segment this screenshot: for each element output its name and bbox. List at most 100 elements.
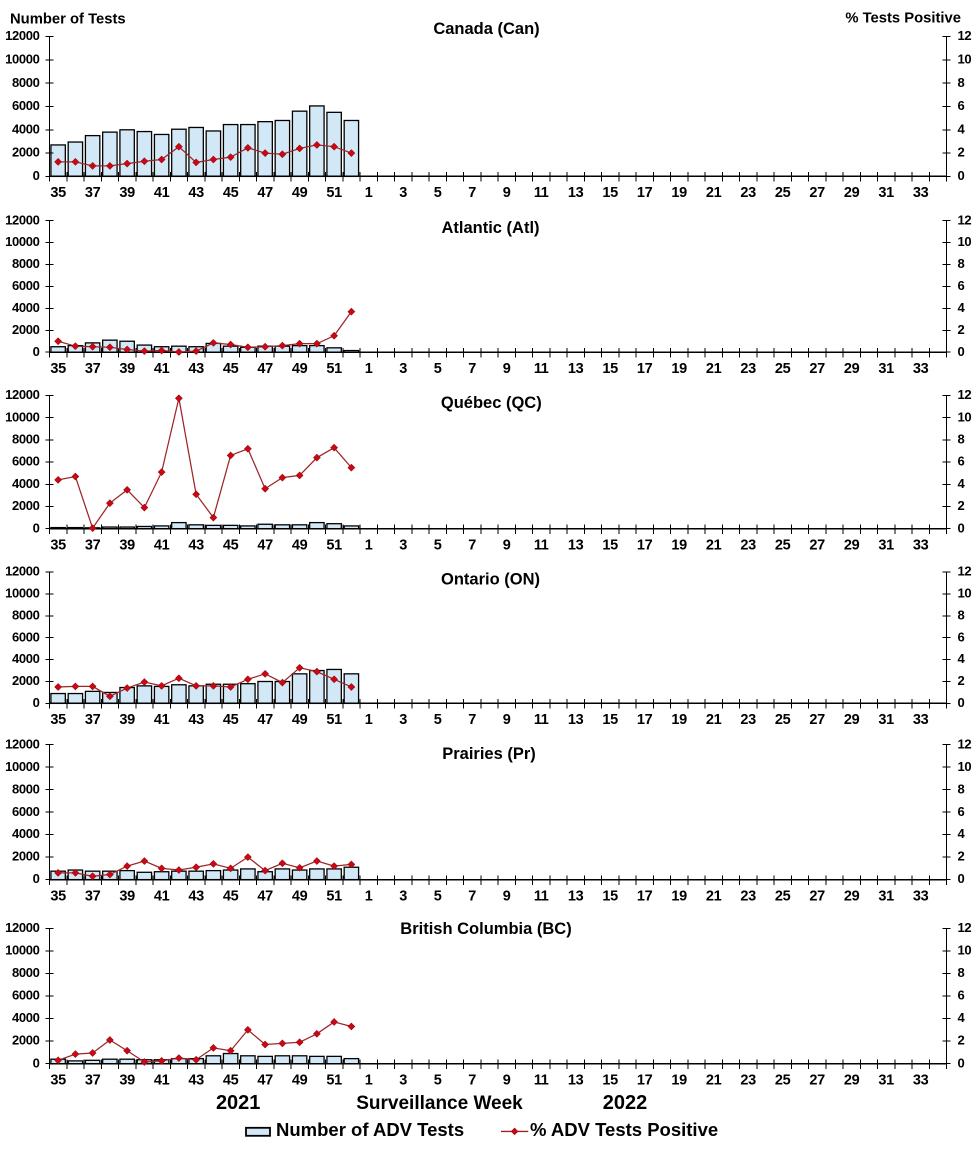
svg-text:51: 51	[326, 1072, 342, 1088]
svg-text:27: 27	[809, 1072, 825, 1088]
svg-text:2: 2	[958, 673, 965, 688]
svg-text:Prairies (Pr): Prairies (Pr)	[442, 745, 536, 763]
svg-text:25: 25	[775, 361, 791, 377]
svg-text:13: 13	[568, 1072, 584, 1088]
svg-text:33: 33	[913, 1072, 929, 1088]
svg-text:% Tests Positive: % Tests Positive	[845, 11, 961, 27]
svg-text:23: 23	[740, 712, 756, 728]
svg-text:6000: 6000	[12, 988, 40, 1003]
svg-text:0: 0	[33, 871, 40, 886]
svg-text:9: 9	[503, 185, 511, 201]
svg-text:35: 35	[50, 537, 66, 553]
svg-text:43: 43	[188, 1072, 204, 1088]
svg-text:41: 41	[154, 888, 170, 904]
svg-text:9: 9	[503, 1072, 511, 1088]
svg-text:35: 35	[50, 361, 66, 377]
svg-text:39: 39	[119, 888, 135, 904]
svg-text:15: 15	[602, 888, 618, 904]
svg-text:31: 31	[878, 1072, 894, 1088]
svg-text:29: 29	[844, 1072, 860, 1088]
svg-text:% ADV Tests Positive: % ADV Tests Positive	[530, 1119, 718, 1140]
svg-text:25: 25	[775, 1072, 791, 1088]
svg-text:4000: 4000	[12, 300, 40, 315]
svg-text:4000: 4000	[12, 651, 40, 666]
svg-text:4: 4	[958, 826, 966, 841]
svg-text:7: 7	[468, 888, 476, 904]
svg-text:5: 5	[434, 537, 442, 553]
svg-text:31: 31	[878, 537, 894, 553]
svg-text:27: 27	[809, 361, 825, 377]
svg-text:39: 39	[119, 712, 135, 728]
svg-text:12: 12	[958, 736, 972, 751]
svg-text:0: 0	[958, 695, 965, 710]
svg-text:51: 51	[326, 185, 342, 201]
svg-text:1: 1	[365, 888, 373, 904]
svg-text:12: 12	[958, 920, 972, 935]
svg-text:7: 7	[468, 712, 476, 728]
svg-text:0: 0	[958, 168, 965, 183]
svg-text:49: 49	[292, 537, 308, 553]
svg-text:12: 12	[958, 212, 972, 227]
svg-text:5: 5	[434, 712, 442, 728]
svg-text:10: 10	[958, 943, 972, 958]
svg-text:39: 39	[119, 361, 135, 377]
svg-text:41: 41	[154, 185, 170, 201]
svg-text:10000: 10000	[5, 586, 40, 601]
svg-text:7: 7	[468, 185, 476, 201]
svg-text:31: 31	[878, 712, 894, 728]
svg-text:23: 23	[740, 1072, 756, 1088]
svg-text:0: 0	[958, 520, 965, 535]
svg-text:0: 0	[958, 871, 965, 886]
svg-text:11: 11	[534, 888, 549, 904]
svg-text:11: 11	[534, 1072, 549, 1088]
svg-text:6: 6	[958, 988, 965, 1003]
svg-text:13: 13	[568, 361, 584, 377]
svg-text:8000: 8000	[12, 607, 40, 622]
svg-text:3: 3	[399, 361, 407, 377]
svg-text:21: 21	[706, 1072, 722, 1088]
svg-text:47: 47	[257, 1072, 273, 1088]
svg-text:45: 45	[223, 712, 239, 728]
svg-text:1: 1	[365, 712, 373, 728]
svg-text:2000: 2000	[12, 322, 40, 337]
svg-text:2000: 2000	[12, 498, 40, 513]
svg-text:31: 31	[878, 361, 894, 377]
svg-text:19: 19	[671, 537, 687, 553]
svg-text:7: 7	[468, 537, 476, 553]
svg-text:Canada (Can): Canada (Can)	[433, 20, 539, 38]
svg-text:4000: 4000	[12, 476, 40, 491]
svg-text:2: 2	[958, 498, 965, 513]
svg-text:15: 15	[602, 537, 618, 553]
svg-text:49: 49	[292, 712, 308, 728]
svg-text:2021: 2021	[216, 1092, 261, 1114]
svg-text:39: 39	[119, 185, 135, 201]
svg-text:15: 15	[602, 185, 618, 201]
svg-text:27: 27	[809, 712, 825, 728]
svg-text:0: 0	[33, 168, 40, 183]
svg-text:3: 3	[399, 537, 407, 553]
svg-text:3: 3	[399, 1072, 407, 1088]
svg-text:Number of ADV Tests: Number of ADV Tests	[276, 1119, 464, 1140]
svg-text:29: 29	[844, 185, 860, 201]
svg-text:8: 8	[958, 607, 965, 622]
svg-text:45: 45	[223, 1072, 239, 1088]
svg-text:Atlantic (Atl): Atlantic (Atl)	[441, 219, 539, 237]
svg-text:4000: 4000	[12, 121, 40, 136]
svg-text:2022: 2022	[603, 1092, 648, 1114]
svg-text:5: 5	[434, 888, 442, 904]
svg-text:7: 7	[468, 361, 476, 377]
svg-text:3: 3	[399, 712, 407, 728]
svg-text:8: 8	[958, 781, 965, 796]
svg-text:19: 19	[671, 1072, 687, 1088]
svg-text:4: 4	[958, 476, 966, 491]
svg-text:41: 41	[154, 537, 170, 553]
svg-text:6: 6	[958, 454, 965, 469]
svg-text:1: 1	[365, 537, 373, 553]
svg-text:0: 0	[958, 1055, 965, 1070]
svg-text:23: 23	[740, 361, 756, 377]
svg-text:12: 12	[958, 387, 972, 402]
svg-text:27: 27	[809, 888, 825, 904]
svg-text:1: 1	[365, 185, 373, 201]
svg-text:6: 6	[958, 629, 965, 644]
svg-text:3: 3	[399, 888, 407, 904]
